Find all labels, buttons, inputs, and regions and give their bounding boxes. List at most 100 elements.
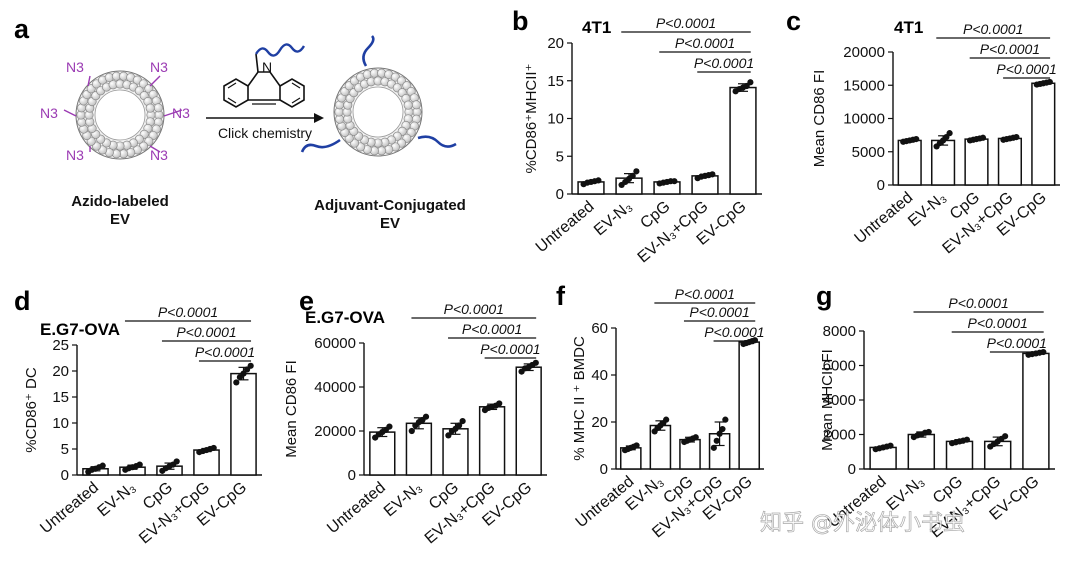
data-point bbox=[247, 362, 254, 369]
lipid-bead bbox=[403, 100, 413, 110]
reaction-arrowhead bbox=[314, 113, 324, 123]
azide-linker bbox=[163, 109, 183, 117]
right-caption-line1: Adjuvant-Conjugated bbox=[314, 197, 466, 214]
data-point bbox=[713, 437, 720, 444]
chart-title: E.G7-OVA bbox=[305, 308, 385, 327]
y-tick-label: 8000 bbox=[823, 323, 856, 340]
azido-labeled-ev-icon: N3 N3 N3 N3 N3 N3 bbox=[40, 59, 190, 163]
significance-label: P<0.0001 bbox=[656, 15, 716, 31]
chart-title: E.G7-OVA bbox=[40, 320, 120, 339]
x-tick-label: EV-N₃ bbox=[381, 479, 426, 520]
azide-label: N3 bbox=[150, 59, 168, 75]
x-tick-label: EV-N₃ bbox=[905, 189, 950, 230]
azide-label: N3 bbox=[172, 105, 190, 121]
significance-label: P<0.0001 bbox=[968, 315, 1028, 331]
significance-label: P<0.0001 bbox=[480, 341, 540, 357]
y-tick-label: 5 bbox=[556, 148, 564, 165]
panel-label-a: a bbox=[14, 14, 30, 44]
significance-label: P<0.0001 bbox=[462, 321, 522, 337]
data-point bbox=[629, 172, 636, 179]
bar bbox=[997, 137, 1023, 186]
y-tick-label: 40 bbox=[591, 367, 608, 384]
azide-label: N3 bbox=[150, 147, 168, 163]
data-point bbox=[710, 444, 717, 451]
data-point bbox=[633, 168, 640, 175]
azide-linker bbox=[149, 145, 161, 153]
significance-label: P<0.0001 bbox=[195, 344, 255, 360]
y-tick-label: 5 bbox=[61, 441, 69, 458]
data-point bbox=[422, 413, 430, 420]
bar bbox=[964, 138, 989, 186]
left-caption-line2: EV bbox=[110, 211, 130, 228]
y-tick-label: 4000 bbox=[823, 392, 856, 409]
significance-label: P<0.0001 bbox=[704, 324, 764, 340]
x-tick-label: EV-N₃ bbox=[95, 479, 140, 520]
significance-label: P<0.0001 bbox=[987, 335, 1047, 351]
bar bbox=[907, 433, 936, 470]
significance-label: P<0.0001 bbox=[176, 324, 236, 340]
data-point bbox=[408, 427, 415, 435]
panel-label-c: c bbox=[786, 6, 801, 36]
y-axis-title: % MHC II ⁺ BMDC bbox=[571, 336, 588, 461]
data-point bbox=[173, 458, 180, 465]
data-point bbox=[692, 434, 699, 441]
chart-panel-d: d E.G7-OVA 0 5 10 15 20 25 %CD86⁺ DC UntreatedEV-… bbox=[14, 286, 262, 547]
y-tick-label: 15000 bbox=[843, 77, 885, 94]
y-tick-label: 0 bbox=[61, 467, 69, 484]
data-point bbox=[455, 422, 463, 429]
y-axis-title: Mean CD86 FI bbox=[283, 360, 300, 458]
data-point bbox=[716, 430, 723, 437]
bar bbox=[478, 406, 506, 476]
data-point bbox=[386, 423, 393, 430]
chart-title: 4T1 bbox=[894, 18, 923, 37]
y-tick-label: 10 bbox=[547, 111, 564, 128]
panel-label-f: f bbox=[556, 281, 566, 311]
data-point bbox=[240, 370, 247, 377]
y-tick-label: 20000 bbox=[314, 423, 356, 440]
x-tick-label: Untreated bbox=[324, 479, 389, 537]
significance-label: P<0.0001 bbox=[980, 41, 1040, 57]
y-tick-label: 6000 bbox=[823, 358, 856, 375]
y-tick-label: 0 bbox=[556, 186, 564, 203]
dbco-molecule-icon: N bbox=[223, 43, 306, 108]
bar bbox=[738, 341, 761, 470]
y-tick-label: 15 bbox=[547, 73, 564, 90]
significance-label: P<0.0001 bbox=[694, 55, 754, 71]
y-tick-label: 25 bbox=[52, 337, 69, 354]
panel-label-b: b bbox=[512, 6, 529, 36]
right-caption-line2: EV bbox=[380, 215, 400, 232]
ev-lumen bbox=[94, 89, 146, 141]
left-caption-line1: Azido-labeled bbox=[71, 193, 169, 210]
panel-label-g: g bbox=[816, 281, 833, 311]
data-point bbox=[210, 444, 217, 452]
data-point bbox=[233, 379, 240, 386]
significance-label: P<0.0001 bbox=[996, 61, 1056, 77]
chart-title: 4T1 bbox=[582, 18, 611, 37]
arrow-label: Click chemistry bbox=[218, 125, 312, 141]
significance-label: P<0.0001 bbox=[158, 304, 218, 320]
y-tick-label: 10000 bbox=[843, 111, 885, 128]
data-point bbox=[1013, 134, 1020, 141]
lipid-bead bbox=[145, 103, 155, 113]
y-axis-title: %CD86⁺ DC bbox=[23, 367, 40, 453]
significance-label: P<0.0001 bbox=[444, 301, 504, 317]
y-tick-label: 5000 bbox=[852, 144, 885, 161]
lipid-bead bbox=[411, 100, 421, 110]
y-tick-label: 0 bbox=[877, 177, 885, 194]
bar bbox=[729, 86, 757, 195]
data-point bbox=[979, 134, 987, 141]
data-point bbox=[963, 436, 971, 443]
data-point bbox=[946, 130, 953, 137]
x-tick-label: EV-N₃ bbox=[883, 473, 928, 514]
data-point bbox=[671, 178, 678, 185]
bar bbox=[897, 139, 922, 186]
data-point bbox=[496, 400, 503, 407]
data-point bbox=[99, 462, 106, 469]
adjuvant-strand bbox=[417, 135, 457, 148]
data-point bbox=[595, 177, 602, 184]
y-tick-label: 10 bbox=[52, 415, 69, 432]
